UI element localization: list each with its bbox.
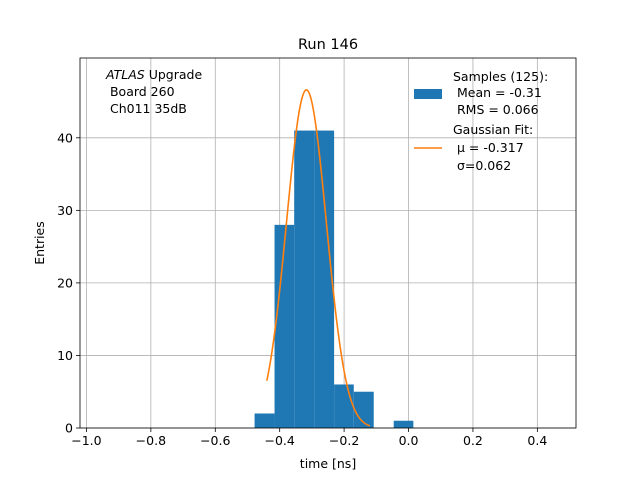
histogram-bar [353,391,374,428]
annotation-upgrade: Upgrade [145,67,203,82]
y-tick-label: 10 [57,348,73,363]
y-tick-label: 0 [65,421,73,436]
histogram-bar [314,130,335,429]
x-axis-label: time [ns] [300,456,356,471]
histogram-bars [254,130,414,429]
x-tick-label: −0.8 [136,433,166,448]
x-tick-label: −1.0 [71,433,101,448]
y-tick-label: 30 [57,203,73,218]
histogram-bar [254,413,275,428]
legend-mean-label: Mean = -0.31 [453,85,542,100]
legend-rms-label: RMS = 0.066 [453,102,539,117]
x-tick-label: 0.0 [399,433,419,448]
y-tick-label: 20 [57,275,73,290]
x-tick-label: 0.4 [527,433,547,448]
plot-frame [79,57,577,429]
x-tick-label: 0.2 [463,433,483,448]
legend-sigma-label: σ=0.062 [453,158,511,173]
x-axis-ticks: −1.0 −0.8 −0.6 −0.4 −0.2 0.0 0.2 0.4 [71,428,547,448]
gaussian-fit [266,89,371,427]
chart-title: Run 146 [298,37,358,53]
y-axis-label: Entries [32,221,47,265]
y-tick-label: 40 [57,130,73,145]
x-tick-label: −0.4 [265,433,295,448]
x-tick-label: −0.6 [200,433,230,448]
histogram-bar [294,130,315,429]
y-axis-ticks: 0 10 20 30 40 [57,130,80,436]
annotation-text: ATLAS Upgrade Board 260 Ch011 35dB [105,67,202,116]
annotation-line-1: ATLAS Upgrade [105,67,202,82]
legend-fit-label: Gaussian Fit: [453,122,533,137]
annotation-atlas: ATLAS [105,67,145,82]
gaussian-fit-curve [266,89,371,427]
annotation-line-2: Board 260 [106,84,175,99]
legend: Samples (125): Mean = -0.31 RMS = 0.066 … [414,69,548,173]
annotation-line-3: Ch011 35dB [106,101,187,116]
histogram-bar [393,420,414,428]
histogram-bar [274,224,295,428]
legend-samples-label: Samples (125): [453,69,548,84]
histogram-bar [334,384,354,428]
legend-mu-label: μ = -0.317 [453,140,524,155]
legend-samples-swatch [414,89,442,99]
x-tick-label: −0.2 [329,433,359,448]
